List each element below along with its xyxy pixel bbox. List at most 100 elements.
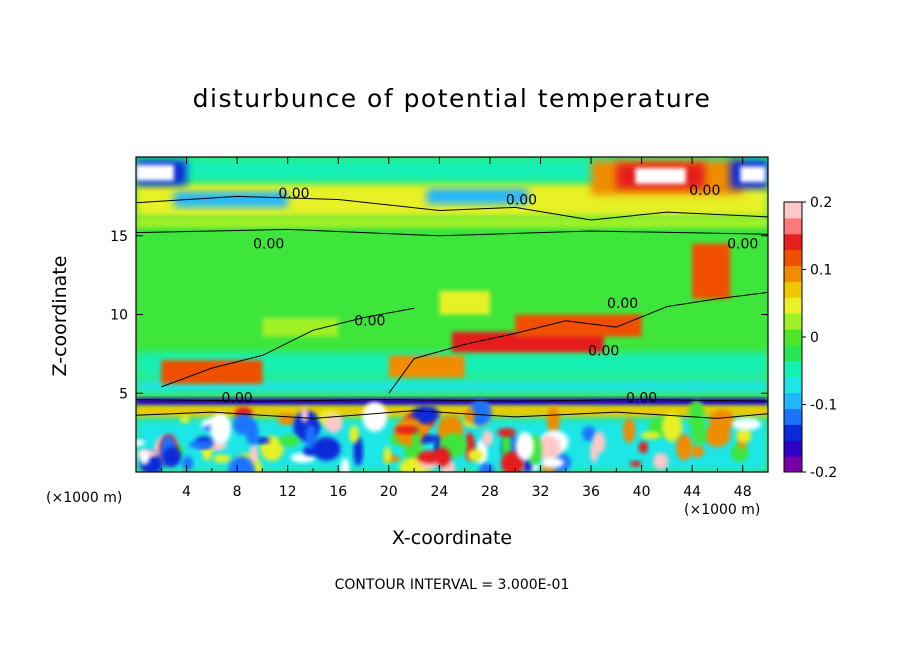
field-speckle	[255, 436, 270, 444]
colorbar-swatch	[784, 392, 802, 409]
contour-label: 0.00	[727, 236, 758, 252]
contour-label: 0.00	[354, 314, 385, 330]
field-speckle	[340, 457, 350, 472]
field-speckle	[394, 425, 420, 435]
field-patch-10	[740, 166, 766, 183]
colorbar-tick-label: -0.1	[810, 398, 837, 414]
field-speckle	[515, 432, 534, 461]
field-patch-20	[262, 317, 339, 337]
x-unit-label: (×1000 m)	[684, 502, 761, 518]
field-speckle	[622, 418, 636, 443]
field-speckle	[349, 425, 359, 444]
colorbar-swatch	[784, 265, 802, 282]
x-tick-label: 24	[430, 484, 448, 500]
field-speckle	[691, 419, 707, 445]
x-tick-label: 16	[329, 484, 347, 500]
contour-label: 0.00	[253, 236, 284, 252]
contour-line-3	[136, 410, 768, 419]
x-tick-label: 32	[532, 484, 550, 500]
field-speckle	[522, 459, 533, 472]
field-speckle	[535, 435, 561, 462]
contour-line-4	[388, 291, 768, 394]
colorbar-swatch	[784, 456, 802, 473]
colorbar-tick-label: 0	[810, 330, 819, 346]
field-speckle	[464, 407, 475, 424]
colorbar-swatch	[784, 297, 802, 314]
field-patch-13	[136, 379, 768, 394]
field-speckle	[652, 452, 669, 470]
x-axis-label: X-coordinate	[391, 527, 513, 549]
x-tick-label: 44	[683, 484, 701, 500]
field-speckle	[417, 450, 443, 464]
colorbar-swatch	[784, 313, 802, 330]
contour-label: 0.00	[588, 343, 619, 359]
y-tick-label: 10	[110, 308, 128, 324]
contour-label: 0.00	[278, 186, 309, 202]
colorbar-tick-label: 0.2	[810, 195, 832, 211]
field-speckle	[546, 406, 560, 434]
contour-line-5	[161, 307, 415, 388]
x-tick-label: 28	[481, 484, 499, 500]
colorbar-swatch	[784, 329, 802, 346]
y-unit-label: (×1000 m)	[46, 490, 123, 506]
field-speckle	[300, 407, 309, 423]
field-speckle	[228, 456, 256, 472]
field-patch-14	[161, 360, 263, 384]
field-speckle	[305, 424, 316, 450]
field-patch-2	[173, 191, 288, 208]
contour-lines: 0.00 0.00 0.00 0.00 0.00 0.00 0.00 0.00 0.00 0.00	[136, 183, 768, 419]
contour-label: 0.00	[689, 183, 720, 199]
field-patch-8	[136, 164, 174, 181]
field-speckle	[233, 413, 254, 435]
field-speckle	[188, 440, 214, 449]
contour-line-1	[136, 228, 768, 237]
x-tick-label: 8	[233, 484, 242, 500]
field-speckle	[540, 457, 564, 469]
field-patch-21	[136, 397, 768, 406]
chart-title: disturbunce of potential temperature	[192, 84, 712, 113]
field-speckle	[362, 401, 388, 432]
field-speckle	[279, 434, 300, 447]
field-patch-6	[635, 168, 686, 184]
temperature-field	[136, 157, 768, 472]
contour-label: 0.00	[607, 296, 638, 312]
field-speckle	[732, 418, 761, 431]
colorbar-swatch	[784, 376, 802, 394]
field-speckle	[249, 443, 258, 465]
field-patch-16	[515, 314, 642, 337]
field-speckle	[479, 462, 494, 472]
x-tick-label: 40	[633, 484, 651, 500]
field-speckle	[312, 437, 341, 461]
x-tick-label: 12	[279, 484, 297, 500]
field-speckle	[162, 446, 182, 467]
colorbar-swatch	[784, 217, 802, 235]
colorbar-swatch	[784, 424, 802, 441]
colorbar-tick-label: -0.2	[810, 465, 837, 481]
field-speckle	[139, 450, 150, 465]
colorbar-swatch	[784, 360, 802, 378]
y-tick-label: 15	[110, 229, 128, 245]
colorbar-swatch	[784, 202, 802, 219]
field-speckle	[353, 436, 363, 466]
field-speckle	[497, 428, 517, 437]
field-patch-3	[426, 188, 528, 205]
field-speckle	[210, 413, 232, 444]
colorbar-swatch	[784, 440, 802, 457]
contour-label: 0.00	[506, 192, 537, 208]
colorbar-swatch	[784, 249, 802, 267]
field-speckle	[324, 413, 343, 433]
contour-line-2	[136, 399, 768, 402]
field-speckle	[582, 426, 596, 442]
field-speckle	[383, 446, 392, 464]
field-speckle	[736, 428, 752, 443]
y-tick-label: 5	[119, 386, 128, 402]
colorbar-swatch	[784, 233, 802, 251]
field-speckle	[277, 412, 296, 426]
x-tick-label: 20	[380, 484, 398, 500]
colorbar: 0.2 0.1 0 -0.1 -0.2	[783, 195, 837, 481]
field-speckle	[704, 422, 731, 448]
field-speckle	[638, 441, 649, 454]
colorbar-swatch	[784, 408, 802, 425]
field-speckle	[467, 449, 483, 462]
